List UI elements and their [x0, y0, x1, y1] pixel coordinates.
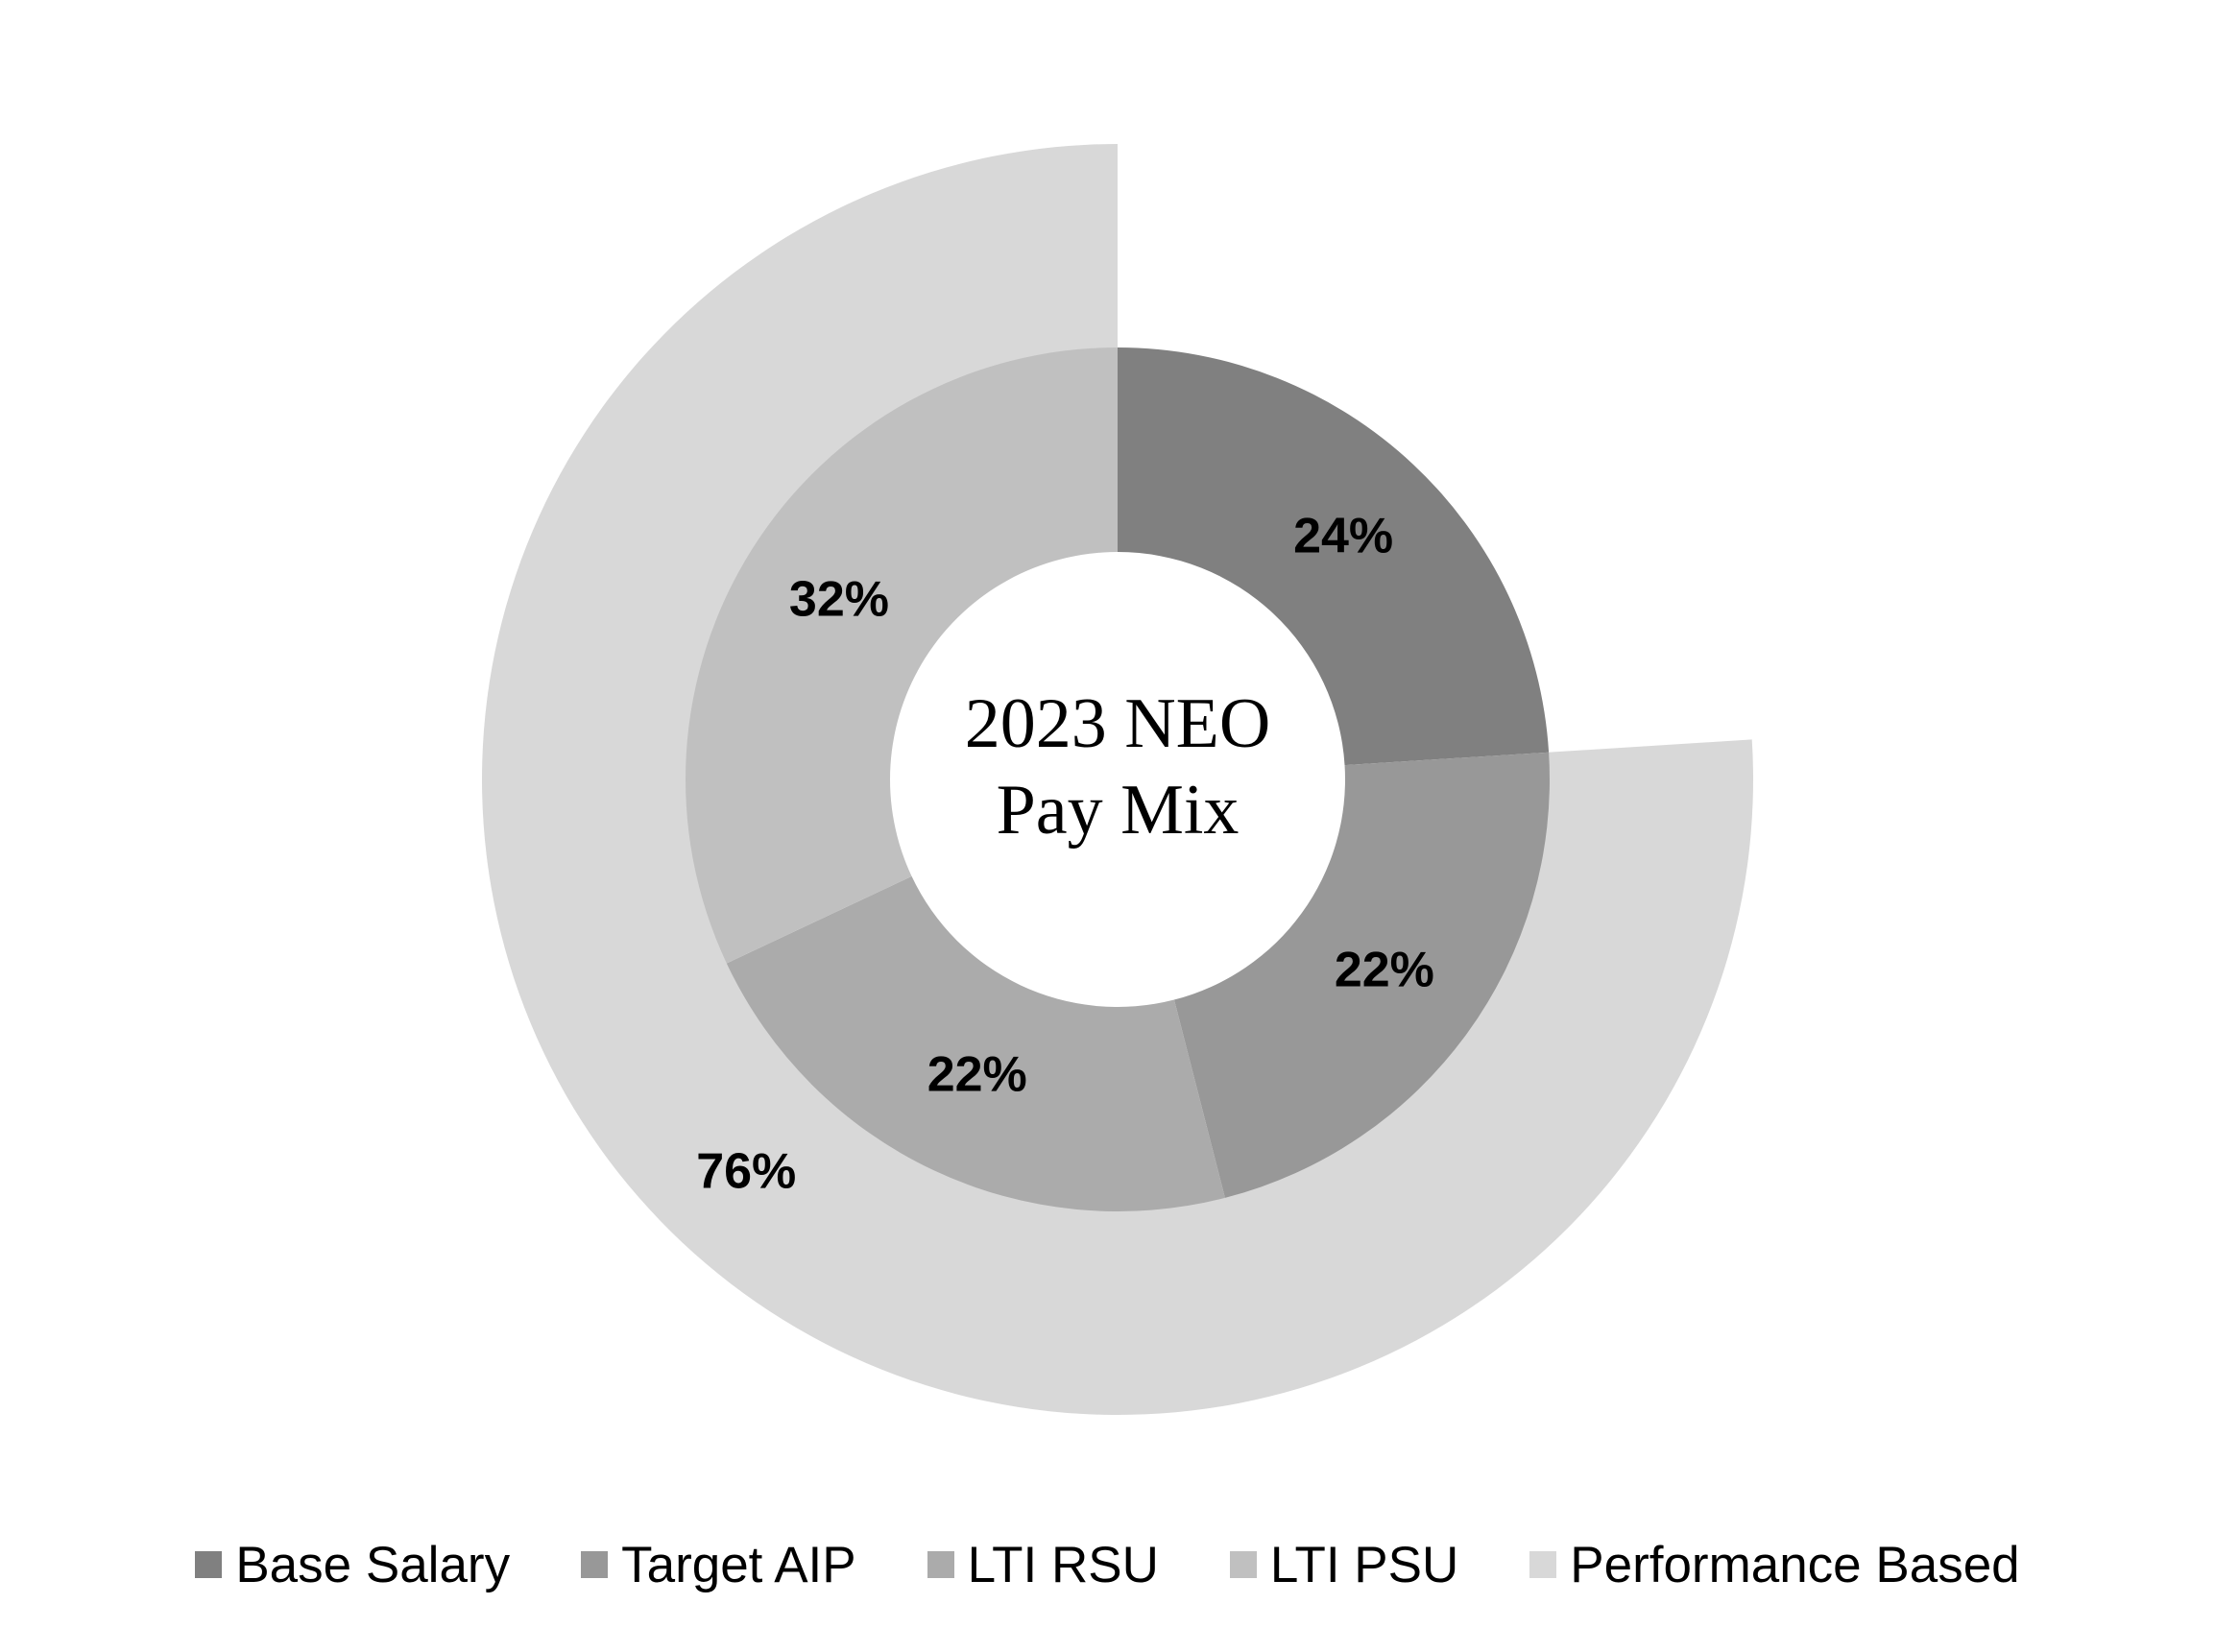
legend-swatch: [1529, 1551, 1557, 1578]
legend-label: LTI PSU: [1269, 1536, 1459, 1593]
slice-base-salary: [1118, 347, 1550, 766]
legend-label: Performance Based: [1570, 1536, 2020, 1593]
legend-item-performance-based: Performance Based: [1529, 1536, 2020, 1594]
data-label-target-aip: 22%: [1335, 943, 1434, 998]
slice-target-aip: [1173, 752, 1551, 1198]
legend-swatch: [927, 1551, 954, 1578]
legend-item-base-salary: Base Salary: [195, 1536, 510, 1594]
slice-lti-rsu: [726, 875, 1225, 1211]
legend-swatch: [581, 1551, 609, 1578]
data-label-lti-psu: 32%: [789, 572, 889, 628]
segment-labels: 76% 24% 22% 22% 32%: [696, 508, 1434, 1199]
slice-lti-psu: [685, 347, 1118, 964]
legend-label: Target AIP: [621, 1536, 856, 1593]
data-label-base-salary: 24%: [1293, 508, 1393, 563]
outer-ring: [482, 144, 1753, 1415]
legend-item-lti-rsu: LTI RSU: [927, 1536, 1159, 1594]
slice-performance-based: [482, 144, 1753, 1415]
inner-ring: [685, 347, 1551, 1211]
chart-title-line-1: 2023 NEO: [965, 684, 1271, 763]
legend: Base Salary Target AIP LTI RSU LTI PSU P…: [0, 1526, 2215, 1603]
legend-item-lti-psu: LTI PSU: [1229, 1536, 1459, 1594]
data-label-lti-rsu: 22%: [927, 1047, 1027, 1103]
data-label-performance-based: 76%: [696, 1144, 796, 1200]
legend-swatch: [1229, 1551, 1257, 1578]
legend-swatch: [195, 1551, 223, 1578]
legend-item-target-aip: Target AIP: [581, 1536, 856, 1594]
chart-title-line-2: Pay Mix: [997, 771, 1240, 850]
legend-label: LTI RSU: [967, 1536, 1159, 1593]
legend-label: Base Salary: [235, 1536, 511, 1593]
